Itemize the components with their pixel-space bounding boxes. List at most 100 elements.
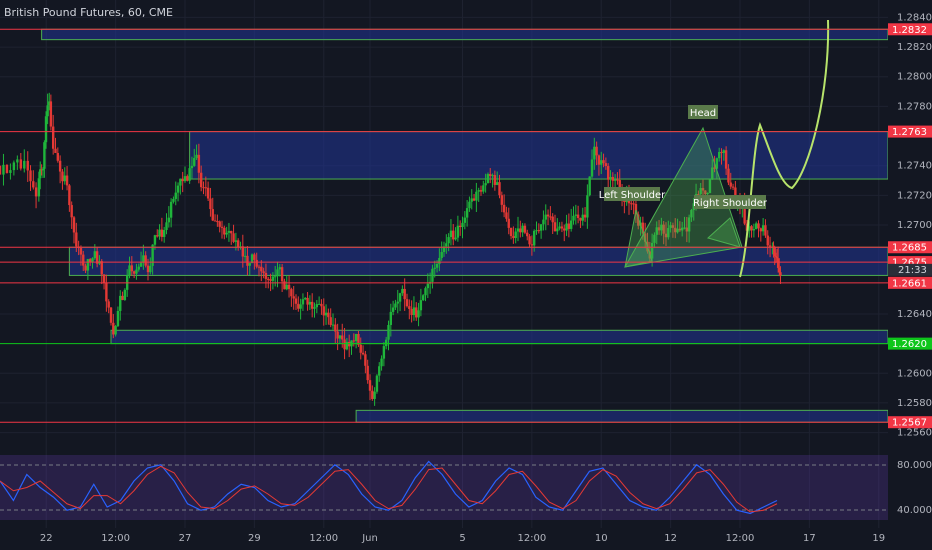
candle-body	[132, 271, 136, 274]
candle-body	[768, 245, 772, 247]
candle-body	[88, 259, 92, 263]
candle-body	[563, 228, 566, 231]
candle-body	[366, 365, 369, 381]
candle-body	[664, 233, 668, 238]
candle-body	[493, 175, 497, 185]
candle-body	[95, 251, 99, 264]
candle-body	[613, 179, 617, 181]
price-tag[interactable]	[888, 337, 932, 350]
oscillator-k-line[interactable]	[0, 460, 778, 515]
candle-body	[223, 227, 226, 235]
candle-body	[26, 160, 29, 171]
candle-body	[169, 201, 173, 218]
candle-body	[764, 225, 767, 236]
x-tick-label: 10	[595, 533, 608, 544]
zone-rect[interactable]	[110, 329, 889, 345]
candle-body	[267, 278, 270, 280]
candle-body	[183, 176, 187, 182]
candle-body	[678, 228, 682, 231]
candle-body	[79, 248, 83, 255]
candle-body	[514, 231, 517, 239]
candle-body	[748, 226, 751, 231]
candle-body	[230, 230, 233, 234]
left-shoulder-label[interactable]: Left Shoulder	[599, 187, 666, 201]
chart-title: British Pound Futures, 60, CME	[4, 6, 173, 19]
candle-body	[484, 183, 487, 186]
zone-rect[interactable]	[68, 246, 889, 276]
candle-body	[248, 263, 251, 266]
candle-body	[260, 266, 263, 272]
price-tag[interactable]	[888, 125, 932, 138]
candle-body	[199, 172, 203, 188]
candle-body	[336, 331, 339, 339]
price-tag[interactable]	[888, 276, 932, 289]
candle-body	[292, 296, 295, 299]
price-tag[interactable]	[888, 23, 932, 36]
zone-rect[interactable]	[355, 409, 889, 423]
candle-body	[352, 340, 356, 342]
candle-body	[565, 223, 568, 231]
candle-body	[236, 240, 240, 248]
candle-body	[687, 217, 691, 232]
candle-body	[156, 235, 159, 237]
candle-body	[634, 204, 638, 215]
candle-body	[674, 227, 677, 233]
oscillator-d-line[interactable]	[0, 465, 778, 513]
price-tag[interactable]	[888, 241, 932, 254]
y-tick-label: 1.2640	[897, 309, 932, 320]
candle-body	[225, 232, 228, 235]
y-tick-label: 1.2820	[897, 42, 932, 53]
candle-body	[46, 105, 49, 117]
candle-body	[553, 222, 557, 232]
candle-body	[287, 284, 291, 290]
candle-body	[583, 214, 587, 218]
hs-right-triangle[interactable]	[706, 217, 741, 248]
candle-body	[630, 203, 633, 205]
right-shoulder-label[interactable]: Right Shoulder	[693, 195, 768, 209]
price-tag[interactable]	[888, 416, 932, 429]
y-tick-label: 1.2560	[897, 428, 932, 439]
x-tick-label: 29	[248, 533, 261, 544]
candle-body	[107, 301, 110, 308]
x-tick-label: 12:00	[726, 533, 755, 544]
candle-body	[313, 307, 316, 309]
x-tick-label: 22	[40, 533, 53, 544]
candle-body	[75, 232, 78, 247]
candle-body	[93, 251, 97, 259]
candle-body	[179, 178, 182, 186]
zone-rect[interactable]	[189, 131, 889, 180]
x-tick-label: 12:00	[517, 533, 546, 544]
candle-body	[264, 272, 268, 279]
candle-body	[165, 222, 168, 231]
candle-body	[609, 176, 612, 180]
candle-body	[431, 268, 434, 282]
candle-body	[139, 262, 143, 267]
x-tick-label: 17	[803, 533, 816, 544]
candle-body	[250, 254, 254, 264]
head-label[interactable]: Head	[688, 105, 718, 119]
candle-body	[472, 198, 476, 201]
candle-body	[574, 214, 578, 216]
candle-body	[537, 230, 541, 232]
hs-left-triangle[interactable]	[624, 209, 653, 268]
candle-body	[572, 215, 575, 221]
oscillator-level-label: 40.0000	[897, 505, 932, 516]
zone-rect[interactable]	[41, 28, 889, 41]
candle-body	[49, 101, 53, 127]
candle-body	[486, 174, 490, 184]
x-tick-label: Jun	[361, 533, 378, 544]
countdown-label: 21:33	[898, 265, 927, 276]
pattern-label: Head	[690, 108, 716, 119]
candle-body	[660, 224, 663, 231]
pattern-label: Left Shoulder	[599, 190, 666, 201]
candle-body	[375, 375, 379, 392]
candle-body	[378, 366, 381, 376]
candle-body	[549, 216, 552, 218]
candle-body	[530, 244, 534, 246]
hs-head-triangle[interactable]	[624, 126, 743, 268]
x-tick-label: 19	[872, 533, 885, 544]
candle-body	[5, 164, 9, 173]
candle-body	[662, 224, 665, 234]
candle-body	[391, 307, 395, 312]
